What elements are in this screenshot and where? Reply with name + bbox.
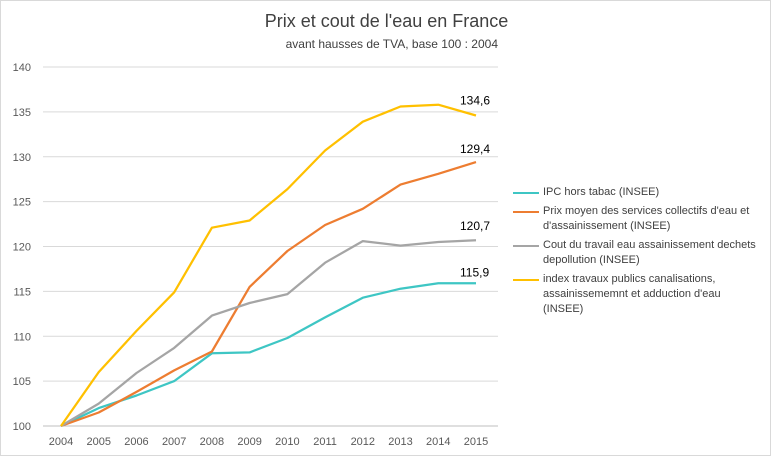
series-line <box>60 282 476 428</box>
legend-label: IPC hors tabac (INSEE) <box>543 186 660 198</box>
y-tick-label: 105 <box>13 376 31 388</box>
y-tick-label: 135 <box>13 107 31 119</box>
y-tick-label: 140 <box>13 62 31 74</box>
y-tick-label: 100 <box>13 421 31 433</box>
legend-label: Prix moyen des services collectifs d'eau… <box>543 205 750 232</box>
legend-swatch <box>513 245 539 247</box>
x-tick-label: 2007 <box>162 436 186 448</box>
legend: IPC hors tabac (INSEE) Prix moyen des se… <box>513 185 763 321</box>
chart-subtitle: avant hausses de TVA, base 100 : 2004 <box>285 37 498 51</box>
y-tick-label: 110 <box>13 331 31 343</box>
y-tick-label: 115 <box>13 286 31 298</box>
legend-label: Cout du travail eau assainissement deche… <box>543 239 756 266</box>
legend-swatch <box>513 192 539 194</box>
data-label: 134,6 <box>460 93 490 107</box>
legend-item: Prix moyen des services collectifs d'eau… <box>513 204 763 234</box>
x-tick-label: 2006 <box>124 436 148 448</box>
legend-item: IPC hors tabac (INSEE) <box>513 185 763 200</box>
x-tick-label: 2009 <box>237 436 261 448</box>
legend-swatch <box>513 279 539 281</box>
x-tick-label: 2008 <box>200 436 224 448</box>
y-tick-label: 125 <box>13 197 31 209</box>
legend-label: index travaux publics canalisations, ass… <box>543 273 721 315</box>
legend-item: index travaux publics canalisations, ass… <box>513 272 763 317</box>
x-tick-label: 2004 <box>49 436 73 448</box>
y-tick-label: 120 <box>13 242 31 254</box>
legend-swatch <box>513 211 539 213</box>
data-label: 120,7 <box>460 219 490 233</box>
x-tick-label: 2015 <box>464 436 488 448</box>
legend-item: Cout du travail eau assainissement deche… <box>513 238 763 268</box>
x-tick-label: 2013 <box>388 436 412 448</box>
y-tick-label: 130 <box>13 152 31 164</box>
series-line <box>60 103 477 427</box>
data-label: 129,4 <box>460 142 490 156</box>
chart-title: Prix et cout de l'eau en France <box>264 11 509 31</box>
x-tick-label: 2010 <box>275 436 299 448</box>
series-line <box>60 161 477 428</box>
series-line <box>60 239 477 427</box>
x-tick-label: 2005 <box>86 436 110 448</box>
data-label: 115,9 <box>460 265 489 279</box>
x-tick-label: 2011 <box>313 436 337 448</box>
x-tick-label: 2014 <box>426 436 450 448</box>
x-tick-label: 2012 <box>351 436 375 448</box>
